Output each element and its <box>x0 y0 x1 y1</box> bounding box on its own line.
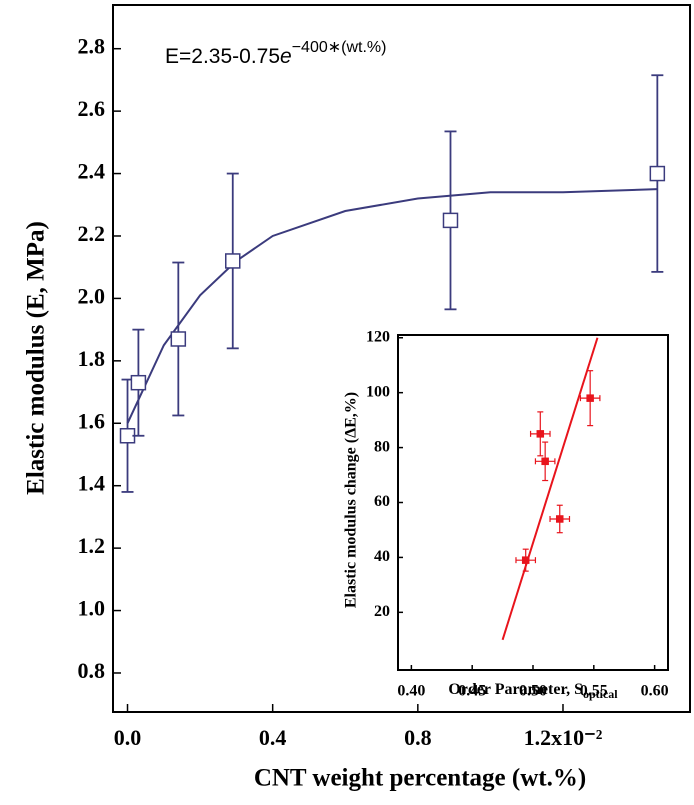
x-tick-label: 0.55 <box>580 683 608 700</box>
marker <box>521 556 530 564</box>
equation-exponent: −400∗(wt.%) <box>292 39 387 56</box>
marker <box>225 253 241 269</box>
inset <box>398 335 668 670</box>
y-tick-label: 80 <box>374 438 390 455</box>
marker <box>556 515 564 523</box>
y-tick-label: 40 <box>374 548 390 565</box>
marker <box>586 394 594 402</box>
inset-x-title-text: Order Parameter, S <box>448 681 583 698</box>
x-tick-label: 0.50 <box>519 683 547 700</box>
y-tick-label: 120 <box>366 328 390 345</box>
y-tick-label: 1.4 <box>78 471 106 496</box>
marker <box>649 165 666 182</box>
equation-text: E=2.35-0.75 <box>165 45 280 68</box>
fit-line <box>126 188 658 424</box>
plot-frame <box>112 4 691 713</box>
inset-y-axis-title: Elastic modulus change (ΔE,%) <box>343 392 360 608</box>
equation-e: e <box>280 45 292 68</box>
y-tick-label: 1.8 <box>78 346 106 371</box>
x-tick-label: 0.8 <box>404 725 432 750</box>
y-tick-label: 2.0 <box>78 283 106 308</box>
y-tick-label: 0.8 <box>78 658 106 683</box>
y-tick-label: 60 <box>374 493 390 510</box>
y-tick-label: 1.2 <box>78 533 106 558</box>
marker <box>170 331 187 347</box>
y-tick-label: 1.0 <box>78 596 106 621</box>
marker <box>442 212 459 229</box>
y-axis-title: Elastic modulus (E, MPa) <box>23 221 50 495</box>
x-axis-title: CNT weight percentage (wt.%) <box>254 765 586 792</box>
y-tick-label: 100 <box>366 383 390 400</box>
x-tick-label: 0.60 <box>641 683 669 700</box>
y-tick-label: 2.4 <box>78 159 106 184</box>
x-tick-label: 0.0 <box>114 725 142 750</box>
marker <box>536 430 545 438</box>
inset-background <box>398 335 668 670</box>
y-tick-label: 2.8 <box>78 34 106 59</box>
inset-x-axis-title: Order Parameter, Soptical <box>448 681 618 701</box>
inset-x-title-sub: optical <box>583 687 618 701</box>
marker <box>130 374 147 391</box>
x-tick-label: 0.4 <box>259 725 287 750</box>
x-tick-label: 0.45 <box>458 683 486 700</box>
y-tick-label: 2.2 <box>78 221 106 246</box>
y-tick-label: 1.6 <box>78 408 106 433</box>
fit-line <box>501 337 599 641</box>
fit-equation: E=2.35-0.75e−400∗(wt.%) <box>165 39 386 67</box>
y-tick-label: 20 <box>374 603 390 620</box>
x-tick-label: 0.40 <box>397 683 425 700</box>
y-tick-label: 2.6 <box>78 96 106 121</box>
x-tick-label: 1.2x10⁻² <box>524 725 603 750</box>
marker <box>541 457 549 466</box>
